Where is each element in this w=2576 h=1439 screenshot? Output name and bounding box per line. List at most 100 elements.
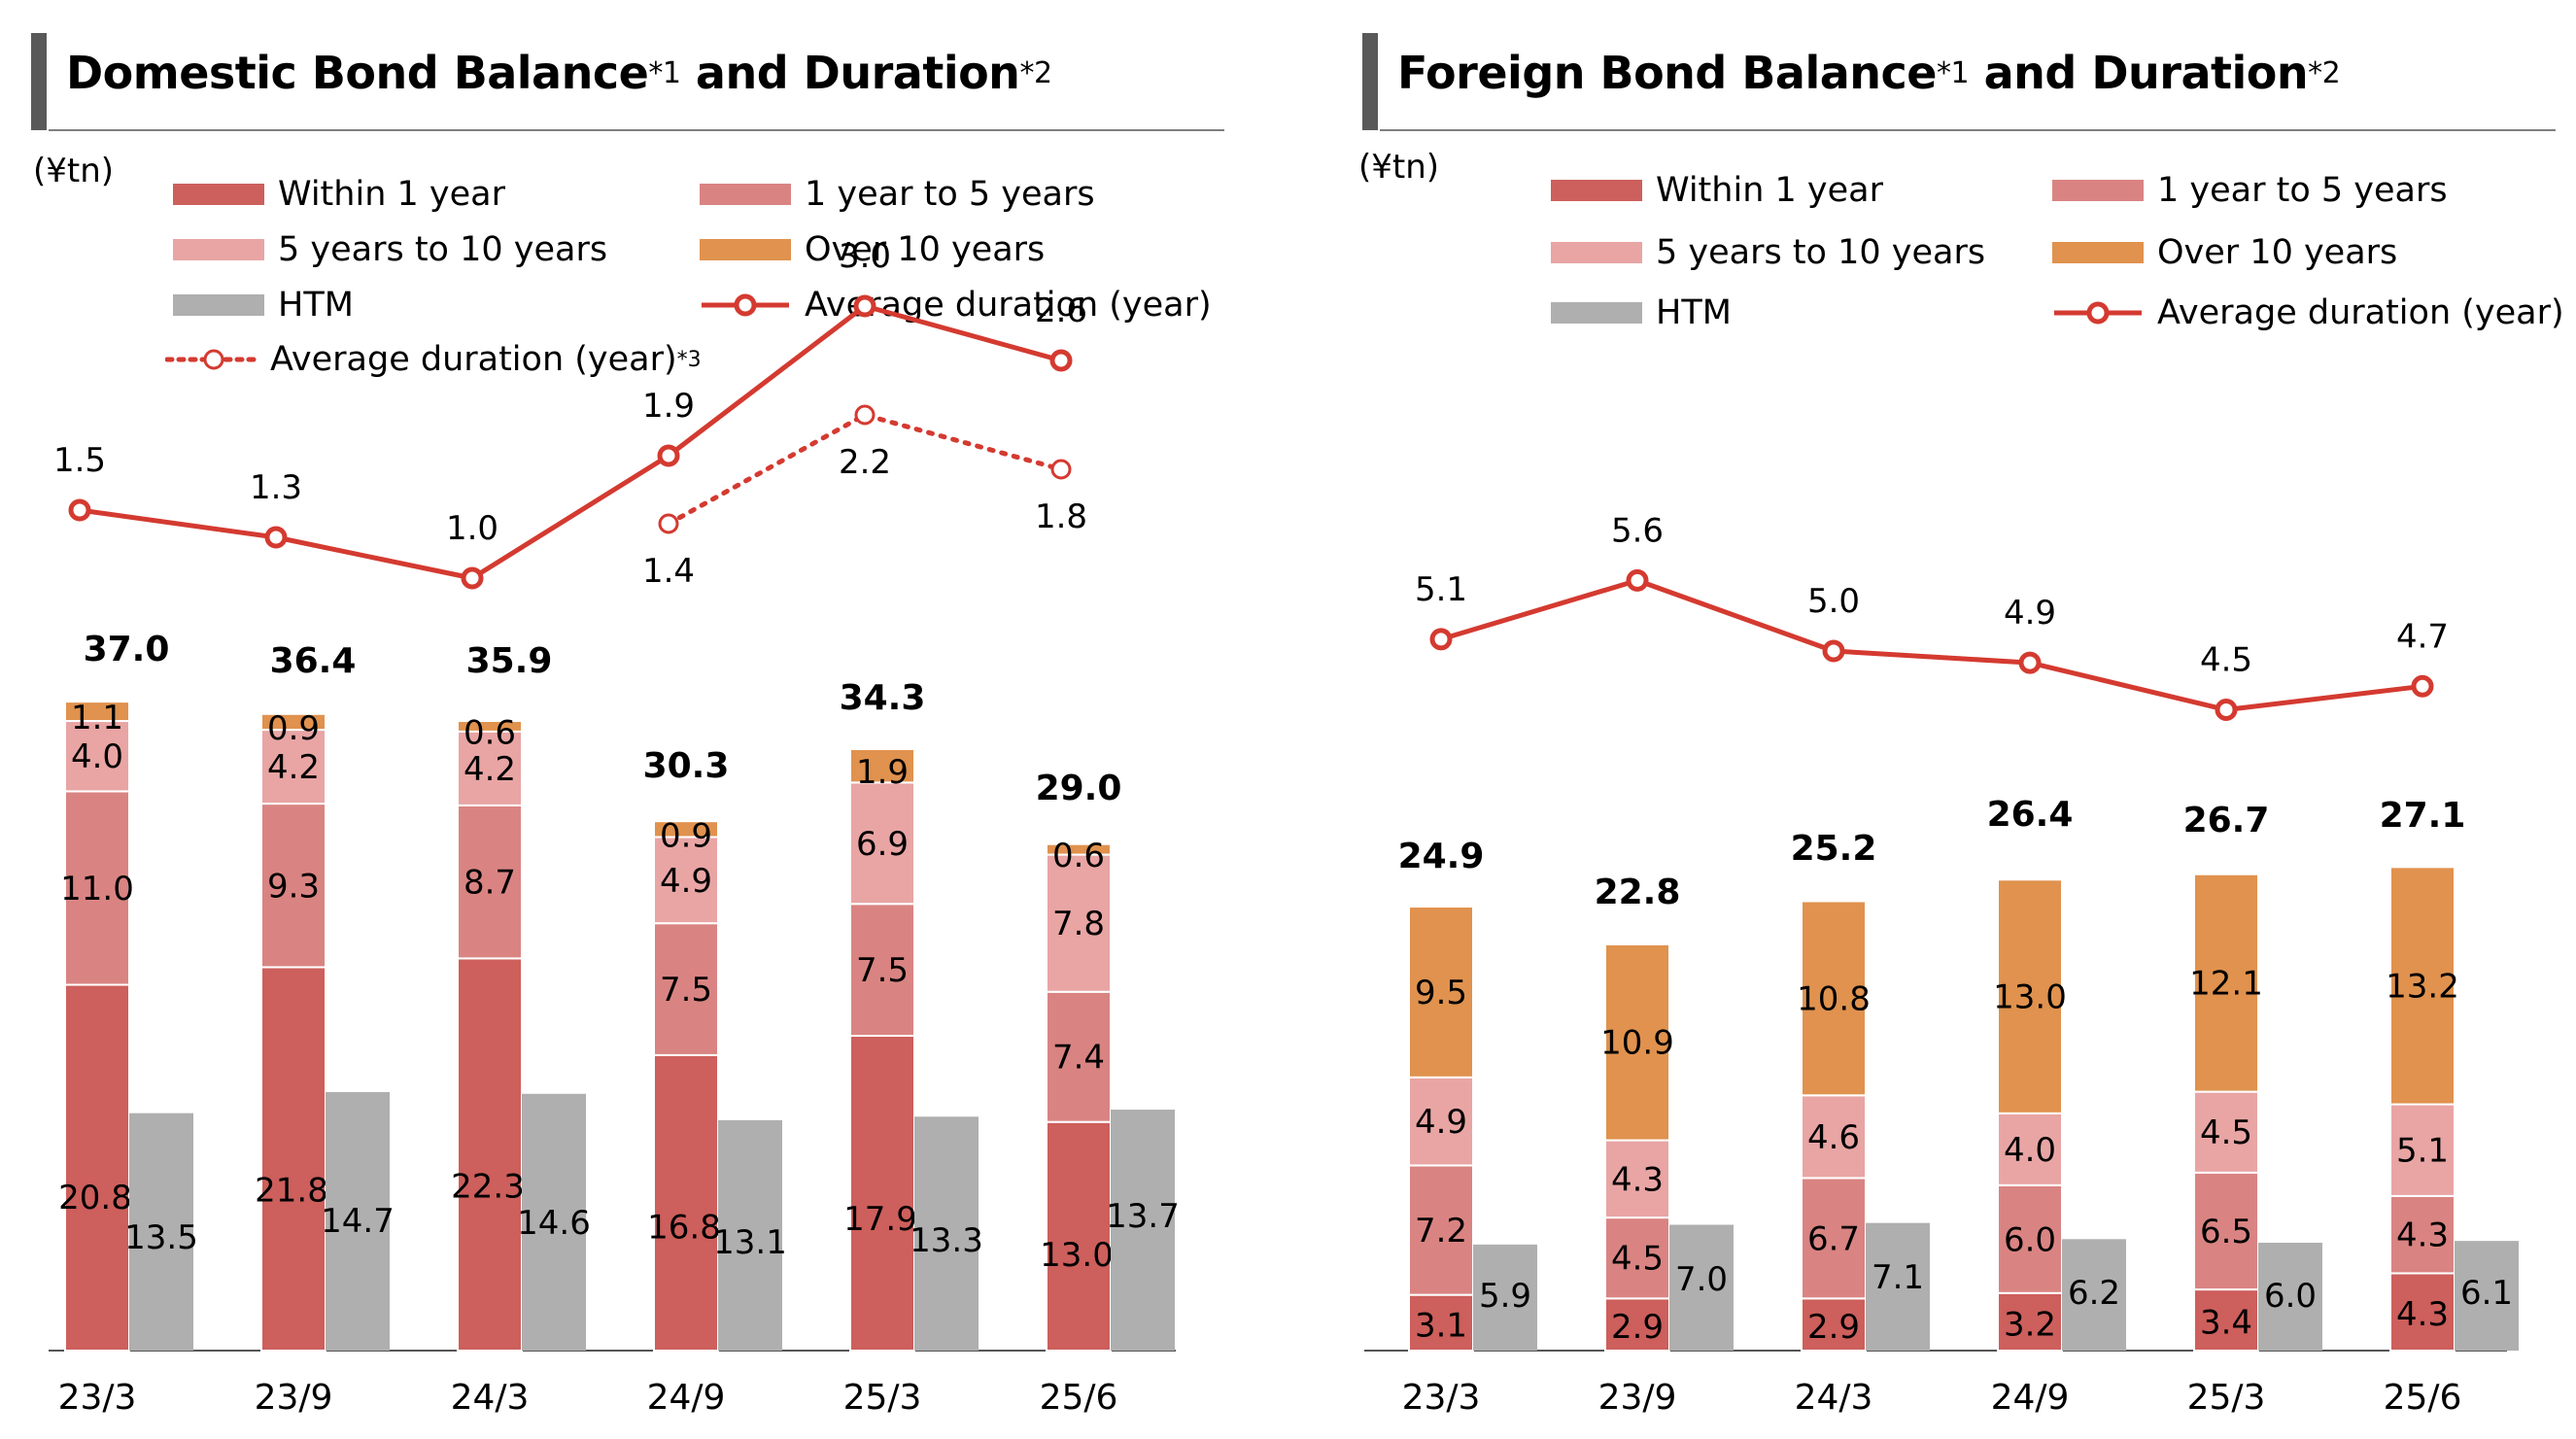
bar-value-label: 2.9	[1807, 1308, 1860, 1347]
bar-value-label: 10.9	[1600, 1024, 1674, 1063]
legend-avg-duration-alt: Average duration (year)*3	[165, 340, 702, 379]
bar-y5_to_10	[1801, 1094, 1867, 1180]
bar-value-label: 6.7	[1807, 1219, 1860, 1258]
legend-label: Within 1 year	[1656, 171, 1883, 210]
title-divider	[1380, 129, 2556, 131]
duration-alt-point	[658, 513, 679, 534]
legend-label: Average duration (year)	[2157, 293, 2564, 332]
bar-value-label: 4.3	[2396, 1295, 2449, 1334]
total-label: 22.8	[1595, 873, 1681, 912]
legend-line-marker	[2052, 298, 2144, 327]
bar-value-label: 1.9	[856, 753, 909, 792]
duration-point	[1626, 568, 1649, 592]
bar-within_1y	[457, 957, 523, 1352]
bar-value-label: 10.8	[1797, 979, 1871, 1018]
title-accent-bar	[31, 33, 47, 130]
duration-point	[461, 566, 484, 590]
legend-within-1y: Within 1 year	[1551, 171, 1883, 210]
bar-value-label: 4.3	[2396, 1216, 2449, 1255]
bar-value-label: 21.8	[255, 1171, 328, 1210]
htm-value-label: 13.3	[910, 1221, 983, 1260]
bar-value-label: 4.9	[660, 862, 712, 901]
legend-swatch	[700, 184, 791, 205]
htm-value-label: 7.0	[1675, 1260, 1728, 1299]
duration-alt-label: 2.2	[839, 443, 891, 482]
legend-swatch	[2052, 180, 2144, 201]
bar-over_10y	[260, 712, 326, 732]
legend-swatch	[1551, 242, 1642, 263]
x-tick-label: 23/3	[1402, 1378, 1481, 1418]
bar-value-label: 17.9	[843, 1200, 917, 1239]
bar-htm	[2258, 1243, 2322, 1351]
bar-htm	[2455, 1241, 2519, 1351]
bar-value-label: 4.9	[1415, 1103, 1467, 1142]
page-title: Foreign Bond Balance*1 and Duration*2	[1397, 47, 2341, 99]
bar-within_1y	[2389, 1272, 2456, 1352]
bar-value-label: 3.4	[2200, 1304, 2252, 1343]
duration-point	[853, 294, 876, 318]
bar-value-label: 12.1	[2189, 965, 2263, 1004]
duration-label: 4.7	[2396, 617, 2449, 656]
legend-1y-to-5y: 1 year to 5 years	[700, 175, 1095, 214]
bar-value-label: 0.6	[464, 713, 516, 752]
bar-y1_to_5	[1997, 1183, 2063, 1294]
legend-avg-duration: Average duration (year)	[2052, 293, 2564, 332]
duration-point	[1049, 349, 1073, 372]
bar-htm	[326, 1091, 390, 1351]
bar-value-label: 4.5	[1611, 1240, 1664, 1279]
legend-label: HTM	[278, 286, 354, 325]
duration-point	[1429, 628, 1453, 651]
bar-value-label: 4.6	[1807, 1118, 1860, 1157]
foreign-chart: 3.1 7.2 4.9 9.5 24.9 5.9 23/3 2.9 4.5 4.3 10.9 22.8…	[1364, 511, 2519, 1418]
bar-y1_to_5	[260, 803, 326, 969]
legend-label: 1 year to 5 years	[2157, 171, 2448, 210]
bar-value-label: 3.1	[1415, 1306, 1467, 1345]
htm-value-label: 6.1	[2460, 1274, 2513, 1313]
bar-value-label: 7.4	[1052, 1039, 1105, 1078]
bar-htm	[1473, 1244, 1537, 1351]
duration-label: 5.0	[1807, 582, 1860, 621]
bar-over_10y	[1997, 878, 2063, 1114]
bar-y1_to_5	[457, 804, 523, 960]
duration-label: 1.5	[53, 441, 106, 480]
duration-point	[2411, 674, 2434, 698]
htm-value-label: 13.1	[713, 1223, 787, 1262]
legend-swatch	[1551, 180, 1642, 201]
legend-swatch	[173, 184, 264, 205]
bar-y1_to_5	[1408, 1164, 1474, 1296]
bar-htm	[1111, 1110, 1175, 1351]
bar-value-label: 4.0	[2004, 1131, 2056, 1170]
bar-value-label: 5.1	[2396, 1132, 2449, 1171]
bar-htm	[2062, 1239, 2126, 1351]
legend-dotted-line-marker	[165, 345, 262, 374]
bar-y5_to_10	[2193, 1090, 2259, 1174]
bar-value-label: 8.7	[464, 864, 516, 903]
duration-label: 5.6	[1611, 511, 1664, 550]
duration-label: 1.0	[446, 509, 498, 548]
bar-over_10y	[2193, 873, 2259, 1093]
legend-label: 1 year to 5 years	[805, 175, 1095, 214]
bar-over_10y	[457, 720, 523, 733]
bar-value-label: 9.5	[1415, 974, 1467, 1012]
bar-y1_to_5	[1801, 1177, 1867, 1300]
bar-value-label: 13.2	[2386, 967, 2459, 1006]
htm-value-label: 6.2	[2068, 1274, 2120, 1313]
legend-within-1y: Within 1 year	[173, 175, 505, 214]
duration-alt-line	[666, 412, 1064, 527]
duration-alt-point	[1050, 459, 1072, 480]
total-label: 26.4	[1987, 795, 2074, 835]
htm-value-label: 14.7	[321, 1202, 395, 1241]
legend-label: Within 1 year	[278, 175, 505, 214]
bar-within_1y	[1997, 1291, 2063, 1353]
legend-label: Over 10 years	[805, 230, 1046, 269]
bar-htm	[718, 1119, 782, 1351]
x-tick-label: 25/3	[2187, 1378, 2266, 1418]
htm-value-label: 5.9	[1479, 1277, 1531, 1316]
bar-over_10y	[2389, 866, 2456, 1106]
legend-label: Over 10 years	[2157, 233, 2398, 272]
bar-over_10y	[1801, 900, 1867, 1097]
bar-within_1y	[1408, 1293, 1474, 1353]
total-label: 34.3	[840, 678, 926, 718]
domestic-chart: 20.811.04.01.137.013.523/321.89.34.20.93…	[49, 237, 1180, 1418]
legend-over-10y: Over 10 years	[700, 230, 1045, 269]
